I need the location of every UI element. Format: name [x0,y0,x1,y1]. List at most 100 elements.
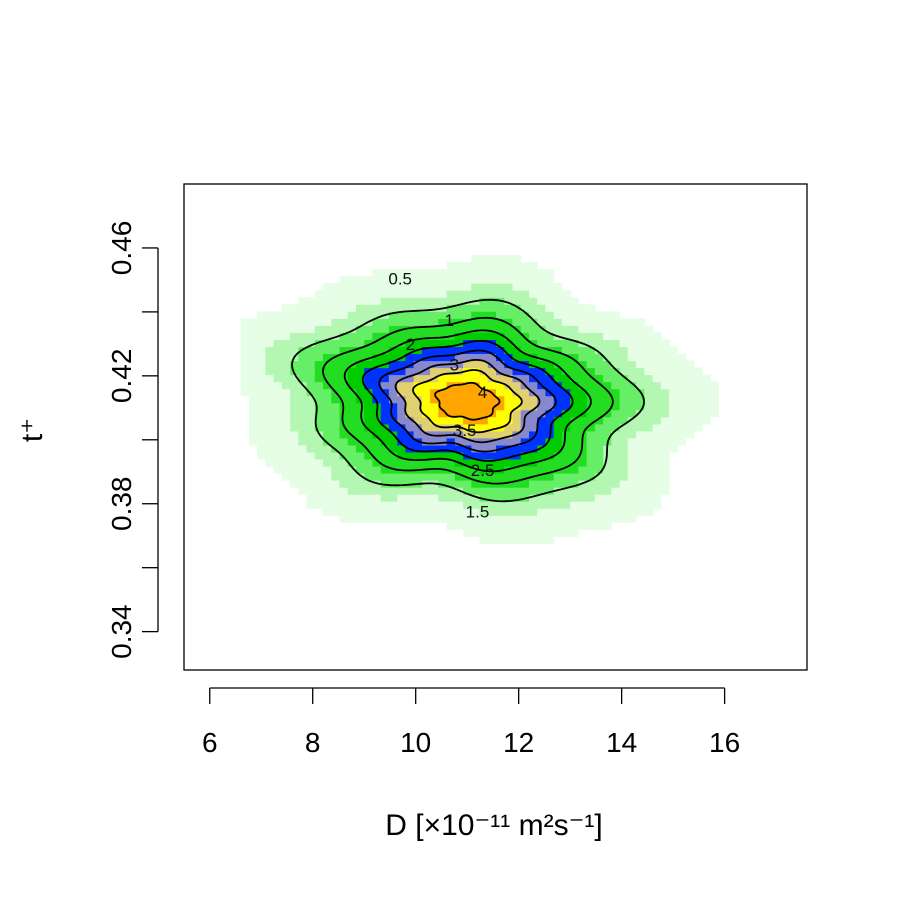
heatmap-cell [496,473,505,481]
heatmap-cell [471,318,481,326]
heatmap-cell [347,480,357,488]
heatmap-cell [463,459,472,467]
heatmap-cell [512,318,522,326]
heatmap-cell [471,444,481,453]
heatmap-cell [553,402,563,411]
heatmap-cell [529,297,538,305]
heatmap-cell [364,501,373,509]
heatmap-cell [479,276,489,284]
heatmap-cell [594,374,604,383]
heatmap-cell [454,311,464,319]
heatmap-cell [331,381,341,390]
heatmap-cell [257,437,266,446]
heatmap-cell [496,374,505,383]
heatmap-cell [529,276,538,284]
heatmap-cell [479,374,489,383]
heatmap-cell [487,515,497,523]
heatmap-cell [570,381,579,390]
heatmap-cell [487,444,497,453]
heatmap-cell [248,416,258,425]
heatmap-cell [677,409,687,418]
heatmap-cell [356,353,365,362]
heatmap-cell [594,367,604,376]
heatmap-cell [356,304,365,312]
heatmap-cell [504,416,514,425]
heatmap-cell [314,318,324,326]
heatmap-cell [454,325,464,333]
heatmap-cell [529,304,538,312]
heatmap-cell [430,430,439,439]
heatmap-cell [413,353,423,362]
heatmap-cell [430,332,439,340]
heatmap-cell [570,367,579,376]
heatmap-cell [578,451,588,460]
heatmap-cell [388,444,398,453]
heatmap-cell [446,494,456,502]
heatmap-cell [364,473,373,481]
heatmap-cell [257,346,266,354]
heatmap-cell [298,374,308,383]
heatmap-cell [430,367,439,376]
heatmap-cell [306,423,316,432]
heatmap-cell [594,388,604,397]
heatmap-cell [388,508,398,516]
heatmap-cell [306,501,316,509]
heatmap-cell [660,374,670,383]
heatmap-cell [496,269,505,277]
x-tick-label: 8 [305,727,321,758]
heatmap-cell [339,290,349,298]
heatmap-cell [372,459,382,467]
heatmap-cell [314,381,324,390]
heatmap-cell [273,423,283,432]
heatmap-cell [603,318,612,326]
heatmap-cell [561,529,571,537]
heatmap-cell [290,346,299,354]
heatmap-cell [281,409,291,418]
heatmap-cell [356,318,365,326]
heatmap-cell [463,423,472,432]
heatmap-cell [454,395,464,404]
heatmap-cell [578,360,588,369]
heatmap-cell [405,494,415,502]
heatmap-cell [438,409,448,418]
heatmap-cell [529,430,538,439]
heatmap-cell [323,466,332,474]
heatmap-cell [693,409,703,418]
heatmap-cell [603,459,612,467]
heatmap-cell [561,430,571,439]
heatmap-cell [520,423,530,432]
heatmap-cell [257,381,266,390]
heatmap-cell [372,508,382,516]
heatmap-cell [471,255,481,263]
heatmap-cell [438,451,448,460]
heatmap-cell [380,346,390,354]
heatmap-cell [545,290,555,298]
heatmap-cell [240,346,250,354]
heatmap-cell [438,318,448,326]
heatmap-cell [545,423,555,432]
heatmap-cell [545,487,555,495]
heatmap-cell [323,501,332,509]
heatmap-cell [496,360,505,369]
heatmap-cell [529,360,538,369]
heatmap-cell [306,339,316,347]
heatmap-cell [619,487,629,495]
heatmap-cell [446,262,456,270]
heatmap-cell [314,444,324,453]
heatmap-cell [356,444,365,453]
heatmap-cell [545,459,555,467]
heatmap-cell [537,346,546,354]
heatmap-cell [356,451,365,460]
heatmap-cell [248,402,258,411]
heatmap-cell [479,283,489,291]
heatmap-cell [710,409,719,418]
heatmap-cell [405,311,415,319]
y-tick-label: 0.34 [106,604,137,659]
heatmap-cell [545,409,555,418]
heatmap-cell [627,395,637,404]
heatmap-cell [388,459,398,467]
heatmap-cell [504,374,514,383]
heatmap-cell [702,381,711,390]
heatmap-cell [306,332,316,340]
